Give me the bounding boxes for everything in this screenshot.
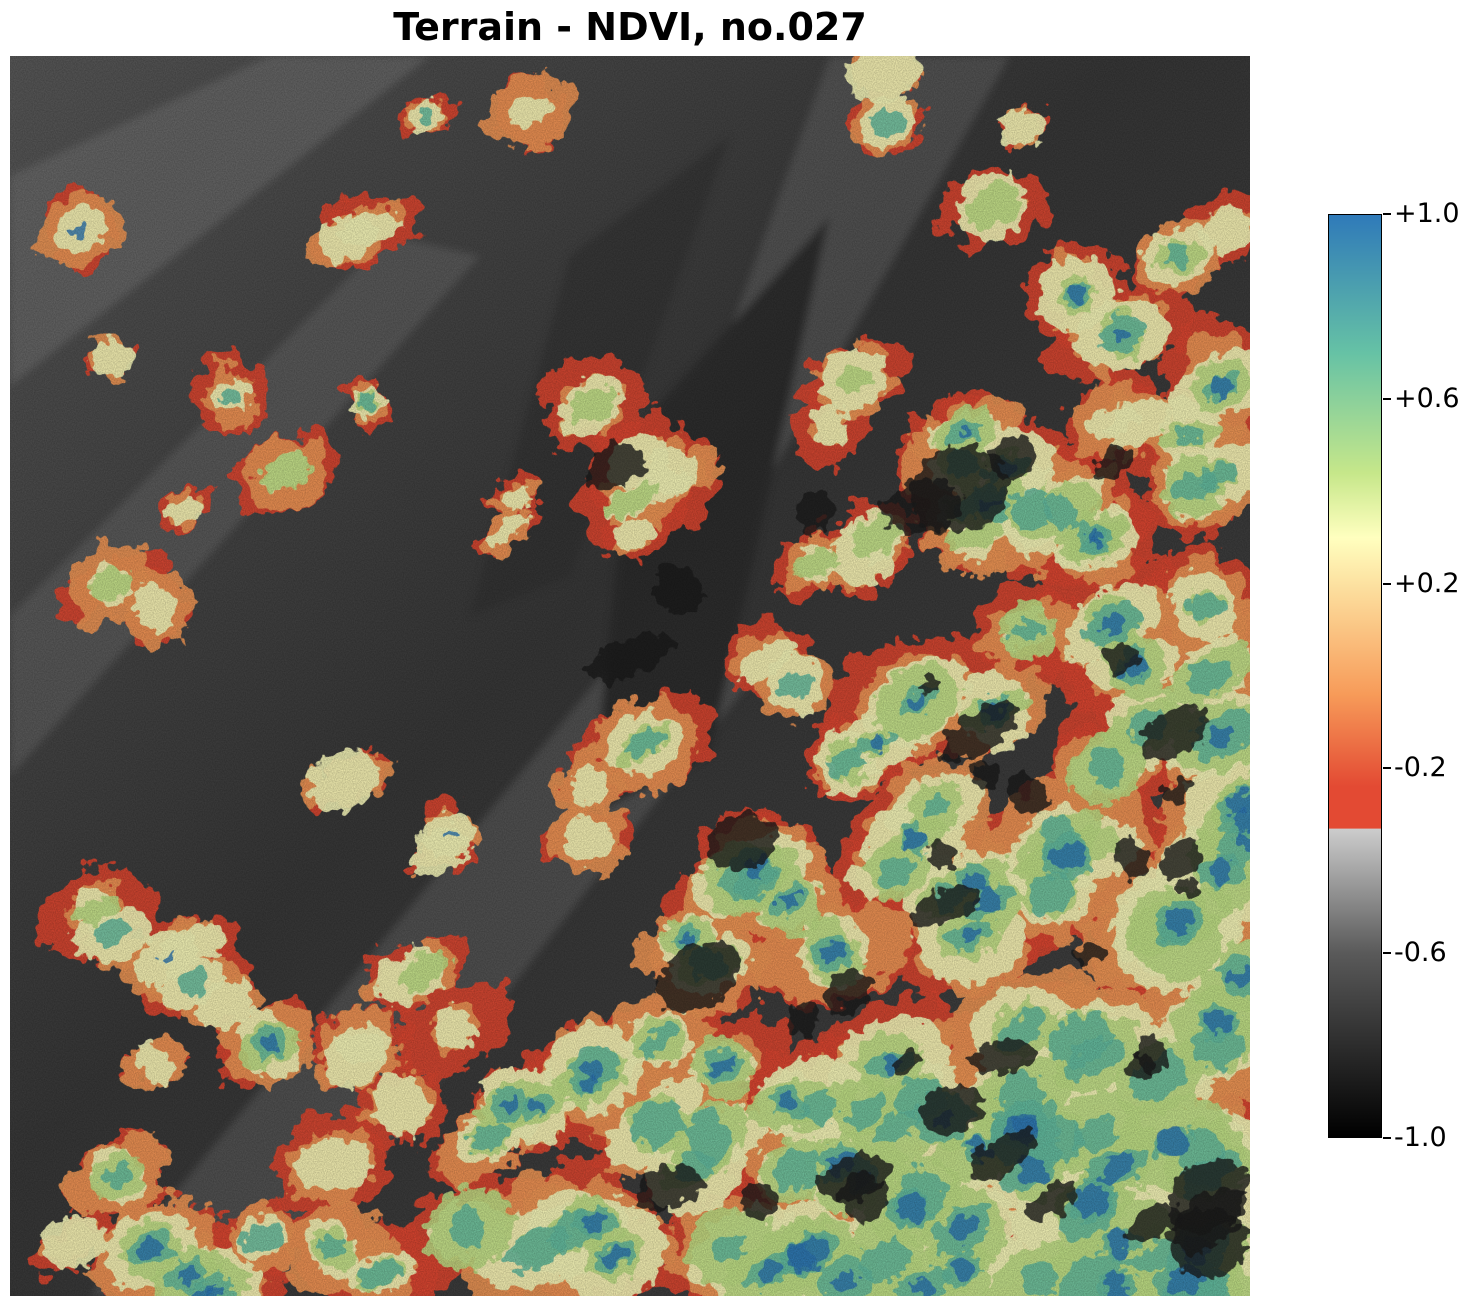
colorbar-tick bbox=[1383, 1137, 1391, 1139]
colorbar-tick-label: +1.0 bbox=[1394, 198, 1460, 229]
texture-grain bbox=[10, 56, 1250, 1296]
colorbar bbox=[1328, 214, 1382, 1138]
ndvi-raster bbox=[10, 56, 1250, 1296]
colorbar-tick bbox=[1383, 582, 1391, 585]
colorbar-tick bbox=[1383, 397, 1391, 400]
colorbar-tick-label: -0.2 bbox=[1394, 752, 1447, 784]
colorbar-tick-label: -0.6 bbox=[1394, 937, 1447, 969]
colorbar-tick-label: +0.2 bbox=[1394, 567, 1460, 599]
map-title: Terrain - NDVI, no.027 bbox=[393, 5, 867, 49]
colorbar-tick bbox=[1383, 952, 1391, 955]
colorbar-tick bbox=[1383, 767, 1391, 770]
colorbar-tick bbox=[1383, 213, 1391, 215]
colorbar-tick-label: -1.0 bbox=[1394, 1122, 1447, 1153]
colorbar-tick-label: +0.6 bbox=[1394, 382, 1460, 414]
ndvi-map bbox=[10, 56, 1250, 1296]
